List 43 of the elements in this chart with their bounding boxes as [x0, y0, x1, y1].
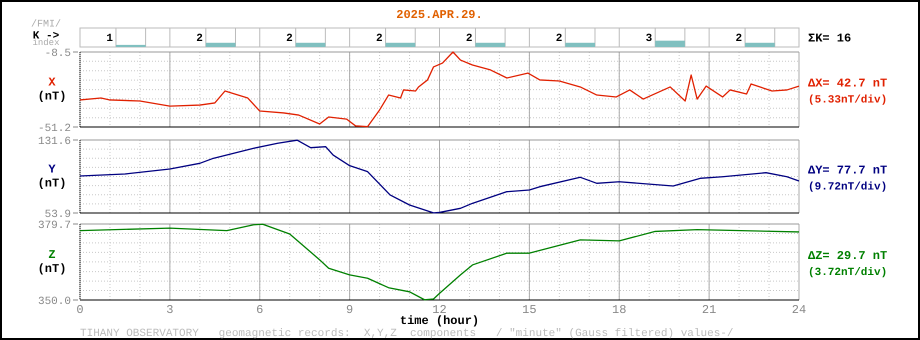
text: (9.72nT/div)	[808, 182, 888, 194]
text: ΣK= 16	[808, 32, 852, 46]
y-tick-label: -8.5	[44, 48, 71, 60]
y-tick-label: 131.6	[38, 136, 71, 148]
x-tick-label: 18	[612, 303, 626, 317]
x-tick-label: 6	[256, 303, 264, 317]
data-label: 2	[556, 33, 562, 45]
text: (3.72nT/div)	[808, 267, 888, 279]
text: ΔX= 42.7 nT	[808, 76, 888, 90]
data-label: 2	[286, 33, 293, 45]
text: (nT)	[38, 90, 66, 104]
x-tick-label: 21	[702, 303, 716, 317]
data-label: 2	[735, 33, 742, 45]
text: (nT)	[38, 262, 66, 276]
text: /FMI/	[30, 18, 62, 30]
line-series	[79, 140, 800, 214]
y-tick-label: 53.9	[44, 209, 71, 221]
line-series	[79, 51, 800, 128]
line-series	[79, 224, 800, 300]
text: (nT)	[38, 176, 66, 190]
data-label: 2	[466, 33, 472, 45]
y-tick-label: 379.7	[38, 220, 71, 232]
text: ΔZ= 29.7 nT	[808, 249, 888, 263]
text: ΔY= 77.7 nT	[808, 164, 888, 178]
x-tick-label: 15	[522, 303, 537, 317]
data-label: 1	[106, 33, 114, 45]
y-axis-title: Y	[48, 162, 56, 176]
text: (5.33nT/div)	[808, 94, 888, 106]
data-label: 3	[646, 33, 653, 45]
text: index	[32, 38, 60, 48]
y-tick-label: -51.2	[38, 123, 71, 135]
y-axis-title: X	[48, 76, 56, 90]
y-axis-title: Z	[48, 248, 56, 262]
y-tick-label: 350.0	[38, 296, 71, 308]
text: TIHANY OBSERVATORY geomagnetic records: X,Y,Z components / "minute" (Gauss filtered) values-/	[80, 328, 734, 340]
x-tick-label: 3	[166, 303, 174, 317]
x-tick-label: 24	[792, 303, 806, 317]
x-axis-title: time (hour)	[400, 314, 480, 328]
data-label: 2	[196, 33, 203, 45]
chart-title: 2025.APR.29.	[396, 8, 483, 22]
x-tick-label: 0	[76, 303, 84, 317]
data-label: 2	[376, 33, 383, 45]
x-tick-label: 9	[346, 303, 354, 317]
